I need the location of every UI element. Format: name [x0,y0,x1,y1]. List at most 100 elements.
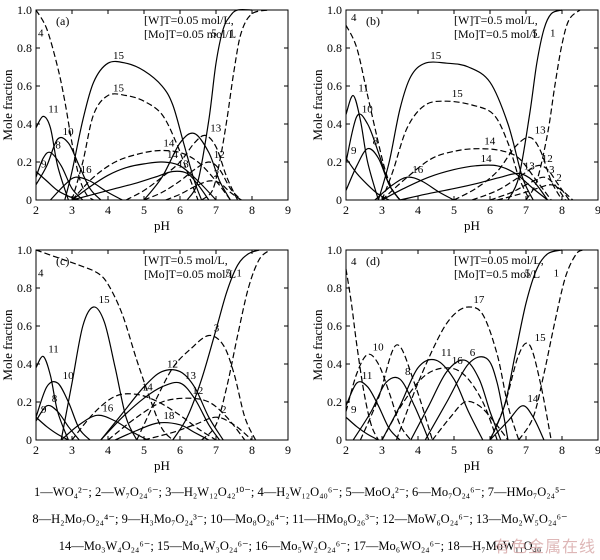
series-label: 10 [373,342,385,354]
series-label: 9 [351,404,357,416]
series-label: 11 [362,370,373,382]
panel-label: (c) [56,254,69,268]
condition-text: [Mo]T=0.5 mol/L [454,267,540,281]
series-label: 16 [412,164,424,176]
condition-text: [Mo]T=0.05 mol/L [144,27,236,41]
series-line [35,171,80,201]
series-label: 6 [470,347,476,359]
x-tick-label: 3 [379,443,385,457]
x-tick-label: 6 [177,203,183,217]
series-line [399,172,549,201]
series-line [374,176,455,201]
y-tick-label: 1.0 [327,243,342,257]
series-label: 15 [99,294,111,306]
series-label: 8 [405,366,411,378]
y-tick-label: 0 [336,193,342,207]
series-line [100,381,221,441]
series-line [71,149,231,201]
x-tick-label: 4 [415,203,421,217]
legend-entry: 17—Mo₆WO₂₄⁶⁻ [347,539,441,553]
series-label: 11 [48,103,59,115]
legend-entry: 11—HMo₈O₂₆³⁻ [286,512,376,526]
series-line [35,136,102,201]
series-line [345,94,379,201]
legend-entry: 4—H₂W₁₂O₄₀⁶⁻ [251,485,339,499]
series-label: 14 [163,138,175,150]
y-axis-label: Mole fraction [0,309,15,381]
series-line [136,334,257,441]
series-line [424,356,509,441]
x-tick-label: 2 [33,443,39,457]
species-legend: 1—WO₄²⁻2—W₇O₂₄⁶⁻3—H₂W₁₂O₄₂¹⁰⁻4—H₂W₁₂O₄₀⁶… [0,478,600,560]
series-label: 13 [524,160,536,172]
series-line [186,8,253,201]
series-line [345,157,390,201]
condition-text: [W]T=0.5 mol/L, [454,13,538,27]
x-tick-label: 7 [523,443,529,457]
x-tick-label: 6 [177,443,183,457]
series-line [201,9,271,201]
condition-text: [W]T=0.05 mol/L, [454,253,544,267]
series-line [165,180,242,201]
series-label: 11 [441,347,452,359]
series-line [71,93,199,201]
series-label: 11 [48,343,59,355]
series-line [489,342,552,441]
y-tick-label: 0.4 [17,357,32,371]
x-tick-label: 5 [451,203,457,217]
y-tick-label: 0.8 [17,281,32,295]
condition-text: [W]T=0.5 mol/L, [144,253,228,267]
series-label: 12 [214,149,225,161]
x-axis-label: pH [154,218,170,233]
x-tick-label: 9 [595,203,600,217]
legend-entry: 7—HMo₇O₂₄⁵⁻ [481,485,566,499]
series-label: 8 [52,393,58,405]
series-label: 2 [221,404,227,416]
y-tick-label: 1.0 [17,243,32,257]
legend-entry: 12—MoW₆O₂₄⁶⁻ [376,512,470,526]
series-label: 15 [113,83,125,95]
series-label: 14 [484,136,496,148]
x-tick-label: 9 [595,443,600,457]
series-line [381,148,552,201]
series-label: 10 [63,126,75,138]
legend-entry: 8—H₂Mo₇O₂₄⁴⁻ [32,512,115,526]
series-label: 16 [452,355,464,367]
series-label: 1 [550,28,556,40]
watermark-text: 有色金属在线 [493,537,596,556]
x-axis-label: pH [464,218,480,233]
y-tick-label: 0.2 [17,395,32,409]
y-tick-label: 0.6 [327,319,342,333]
series-line [64,60,203,201]
series-line [345,353,412,441]
legend-entry: 2—W₇O₂₄⁶⁻ [88,485,158,499]
series-line [489,176,567,201]
series-label: 3 [214,323,220,335]
series-line [352,376,430,441]
series-line [125,134,239,201]
x-tick-label: 3 [69,443,75,457]
x-tick-label: 7 [523,203,529,217]
series-line [489,405,545,441]
legend-entry: 1—WO₄²⁻ [34,485,89,499]
series-line [395,306,520,441]
series-label: 17 [473,294,485,306]
series-line [35,115,69,201]
series-label: 4 [38,28,44,40]
plot-frame [35,9,289,201]
series-label: 14 [481,153,493,165]
series-line [60,414,148,441]
series-line [71,393,217,441]
series-line [359,344,433,441]
series-line [345,416,379,441]
y-tick-label: 0.8 [327,281,342,295]
panel-label: (a) [56,14,69,28]
condition-text: [Mo]T=0.5 mol/L [454,27,540,41]
series-line [71,161,217,201]
series-line [35,9,94,201]
x-axis-label: pH [154,458,170,473]
series-label: 8 [55,140,61,152]
legend-entry: 5—MoO₄²⁻ [339,485,405,499]
